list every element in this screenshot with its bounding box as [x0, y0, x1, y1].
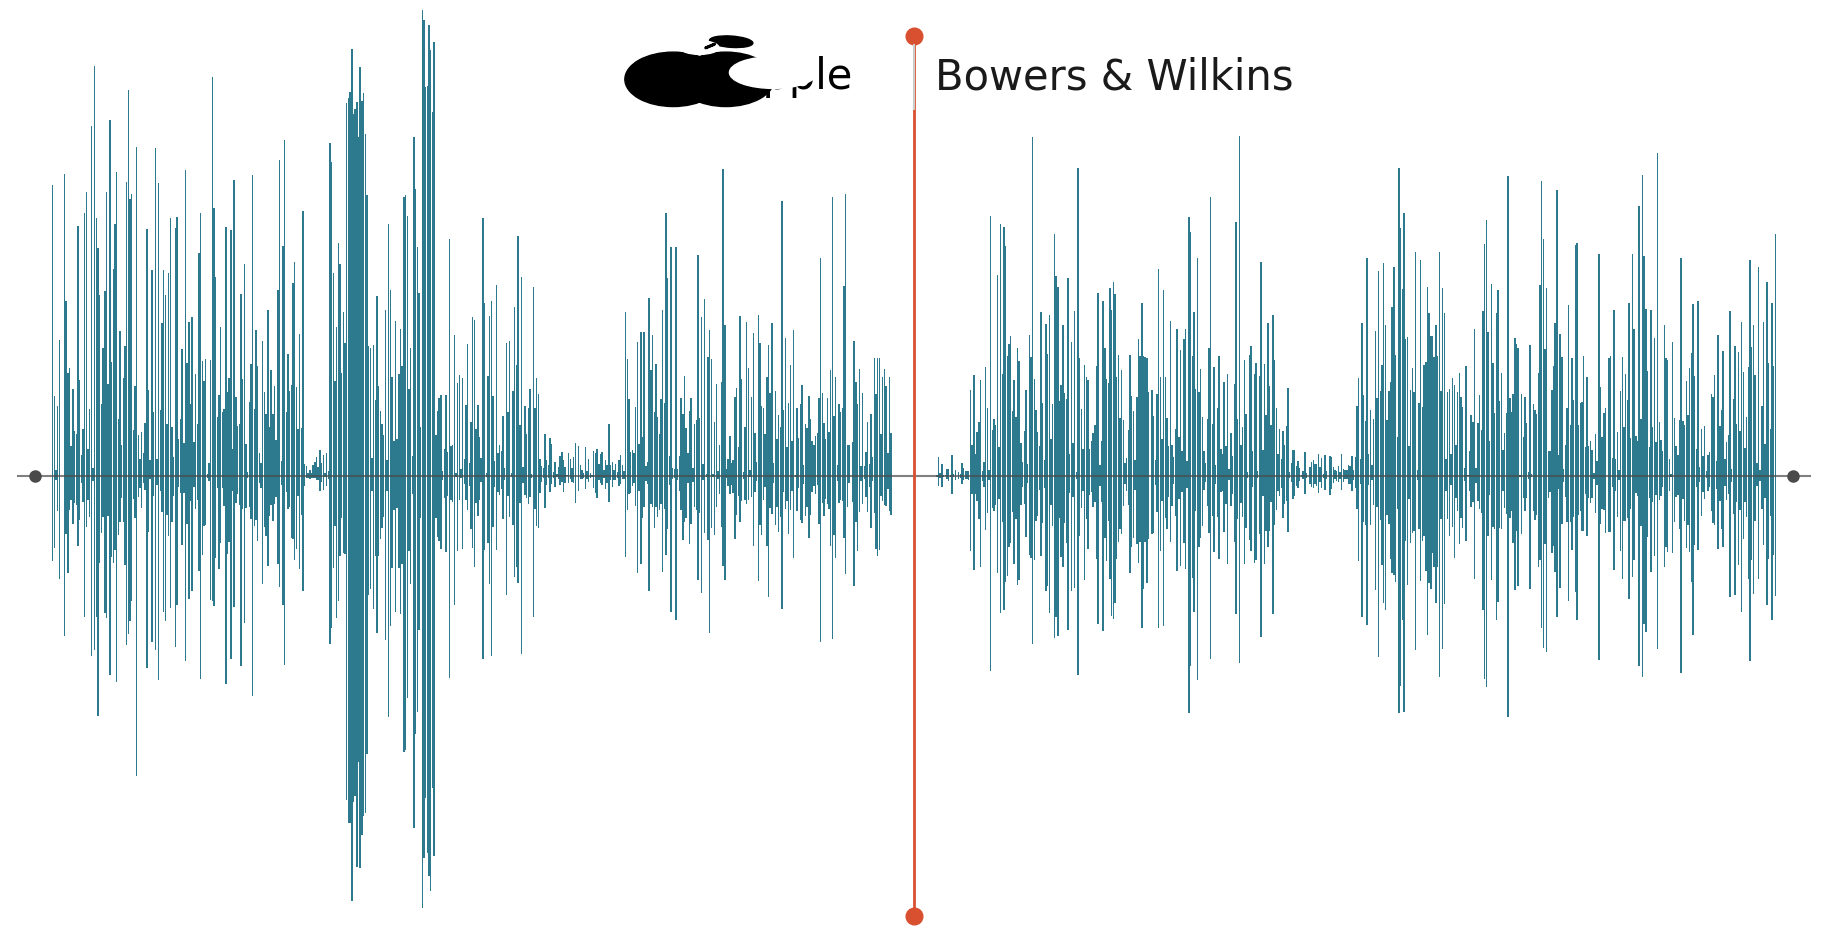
Text: Bowers & Wilkins: Bowers & Wilkins — [936, 56, 1294, 98]
Ellipse shape — [709, 36, 753, 48]
Text: :  — [687, 53, 717, 101]
Ellipse shape — [680, 41, 718, 54]
Text: Apple: Apple — [735, 56, 854, 98]
FancyArrowPatch shape — [706, 44, 715, 48]
Ellipse shape — [625, 52, 722, 107]
Ellipse shape — [678, 52, 775, 107]
Ellipse shape — [729, 57, 817, 89]
